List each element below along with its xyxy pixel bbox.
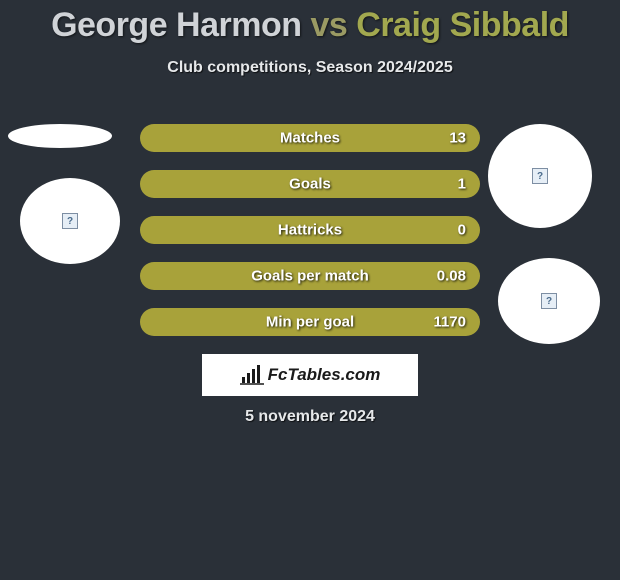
player2-name: Craig Sibbald (356, 6, 569, 44)
stats-bars: Matches 13 Goals 1 Hattricks 0 Goals per… (140, 124, 480, 354)
player-avatar-placeholder (8, 124, 112, 148)
stat-value: 0.08 (437, 268, 466, 285)
player-avatar-placeholder (488, 124, 592, 228)
stat-value: 13 (449, 130, 466, 147)
stat-value: 1170 (433, 314, 466, 331)
stat-label: Matches (280, 130, 340, 147)
missing-image-icon (532, 168, 548, 184)
stat-label: Hattricks (278, 222, 342, 239)
team-badge-placeholder (20, 178, 120, 264)
stat-value: 0 (458, 222, 466, 239)
vs-text: vs (310, 6, 347, 44)
stat-row: Goals per match 0.08 (140, 262, 480, 290)
stat-row: Goals 1 (140, 170, 480, 198)
brand-box[interactable]: FcTables.com (202, 354, 418, 396)
subtitle: Club competitions, Season 2024/2025 (0, 59, 620, 77)
player1-name: George Harmon (51, 6, 301, 44)
missing-image-icon (541, 293, 557, 309)
bar-chart-icon (240, 365, 264, 385)
stat-row: Hattricks 0 (140, 216, 480, 244)
stat-label: Goals per match (251, 268, 369, 285)
stat-row: Min per goal 1170 (140, 308, 480, 336)
stat-label: Min per goal (266, 314, 354, 331)
comparison-title: George Harmon vs Craig Sibbald (0, 0, 620, 45)
date-text: 5 november 2024 (0, 408, 620, 426)
stat-label: Goals (289, 176, 331, 193)
missing-image-icon (62, 213, 78, 229)
brand-text: FcTables.com (268, 365, 381, 385)
team-badge-placeholder (498, 258, 600, 344)
stat-value: 1 (458, 176, 466, 193)
stat-row: Matches 13 (140, 124, 480, 152)
